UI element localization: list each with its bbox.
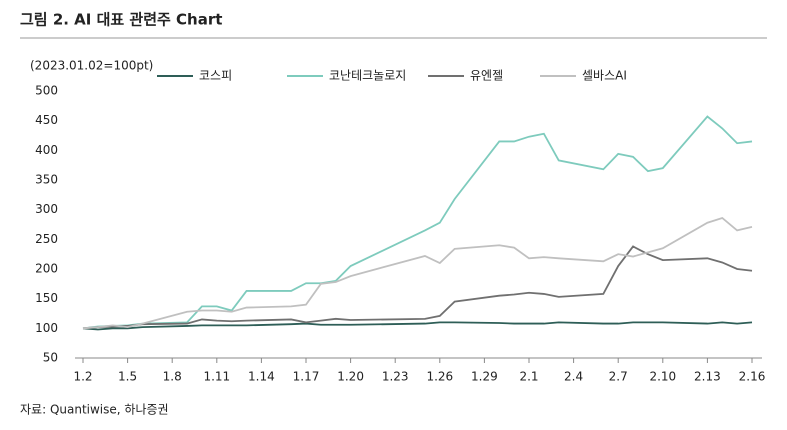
x-tick-label: 1.11 [203,370,230,384]
y-tick-label: 50 [43,351,58,365]
y-tick-label: 500 [35,84,58,98]
source: 자료: Quantiwise, 하나증권 [20,403,169,417]
legend-label: 코난테크놀로지 [329,69,406,83]
x-tick-label: 2.13 [694,370,721,384]
series-line [82,321,753,331]
x-tick-label: 2.7 [609,370,628,384]
y-tick-label: 400 [35,143,58,157]
y-tick-label: 150 [35,291,58,305]
y-tick-label: 300 [35,202,58,216]
subtitle: (2023.01.02=100pt) [30,59,153,73]
series-line [82,216,753,330]
legend-label: 유엔젤 [470,69,503,83]
y-tick-label: 200 [35,262,58,276]
x-tick-label: 1.29 [471,370,498,384]
x-tick-label: 2.16 [739,370,766,384]
x-tick-label: 2.10 [649,370,676,384]
series-line [82,115,753,330]
x-tick-label: 1.20 [337,370,364,384]
x-tick-label: 2.4 [564,370,583,384]
x-tick-label: 1.23 [382,370,409,384]
x-tick-label: 1.5 [118,370,137,384]
x-tick-label: 1.17 [293,370,320,384]
chart-title: 그림 2. AI 대표 관련주 Chart [20,11,222,29]
x-tick-label: 1.8 [163,370,182,384]
legend-label: 셀바스AI [582,69,627,83]
legend-label: 코스피 [199,69,232,83]
x-tick-label: 1.26 [426,370,453,384]
x-tick-label: 1.2 [73,370,92,384]
x-tick-label: 2.1 [519,370,538,384]
y-tick-label: 350 [35,173,58,187]
y-tick-label: 100 [35,321,58,335]
y-tick-label: 250 [35,232,58,246]
y-tick-label: 450 [35,113,58,127]
x-tick-label: 1.14 [248,370,275,384]
